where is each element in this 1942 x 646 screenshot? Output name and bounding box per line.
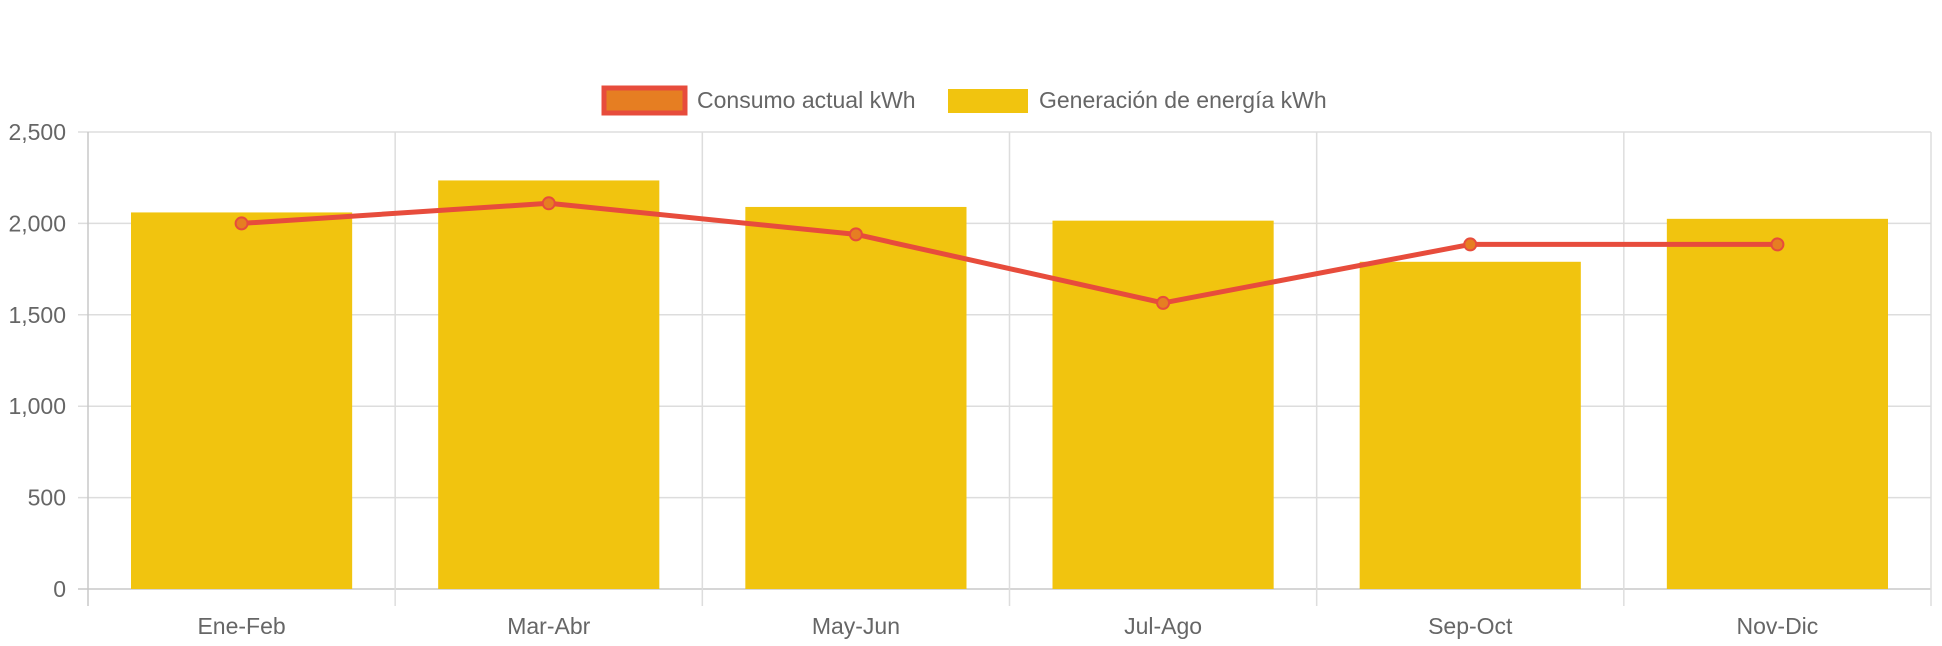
legend-swatch-generacion — [948, 89, 1028, 113]
point-consumo[interactable] — [234, 216, 249, 231]
x-tick-label: Jul-Ago — [1124, 613, 1202, 639]
y-tick-label: 1,000 — [8, 393, 66, 419]
bar-generacion[interactable] — [1052, 220, 1274, 589]
line-consumo — [241, 200, 1778, 306]
legend-item-consumo[interactable]: Consumo actual kWh — [601, 85, 916, 116]
legend-label-generacion: Generación de energía kWh — [1039, 87, 1327, 113]
point-consumo[interactable] — [1156, 295, 1171, 310]
x-tick-label: Nov-Dic — [1737, 613, 1819, 639]
legend: Consumo actual kWh Generación de energía… — [601, 85, 1327, 116]
y-tick-label: 2,000 — [8, 210, 66, 236]
y-tick-label: 1,500 — [8, 302, 66, 328]
y-tick-label: 500 — [28, 485, 66, 511]
legend-swatch-consumo — [601, 85, 688, 116]
bar-generacion[interactable] — [745, 206, 967, 589]
axes: 0 500 1,000 1,500 2,000 2,500 Ene-Feb Mar-Abr Ma… — [8, 119, 1818, 639]
point-consumo[interactable] — [848, 227, 863, 242]
x-tick-label: Ene-Feb — [197, 613, 285, 639]
x-tick-label: Mar-Abr — [507, 613, 590, 639]
line-series — [234, 196, 1785, 310]
bar-generacion[interactable] — [438, 180, 660, 589]
bar-generacion[interactable] — [1359, 261, 1581, 589]
legend-label-consumo: Consumo actual kWh — [697, 87, 916, 113]
x-tick-label: Sep-Oct — [1428, 613, 1513, 639]
point-consumo[interactable] — [1770, 237, 1785, 252]
y-tick-label: 2,500 — [8, 119, 66, 145]
grid — [78, 131, 1932, 606]
legend-item-generacion[interactable]: Generación de energía kWh — [948, 87, 1327, 113]
bar-series — [131, 180, 1888, 589]
point-consumo[interactable] — [1463, 237, 1478, 252]
x-tick-label: May-Jun — [812, 613, 900, 639]
bar-generacion[interactable] — [1666, 218, 1888, 589]
point-consumo[interactable] — [541, 196, 556, 211]
y-tick-label: 0 — [53, 576, 66, 602]
bar-generacion[interactable] — [131, 212, 353, 589]
